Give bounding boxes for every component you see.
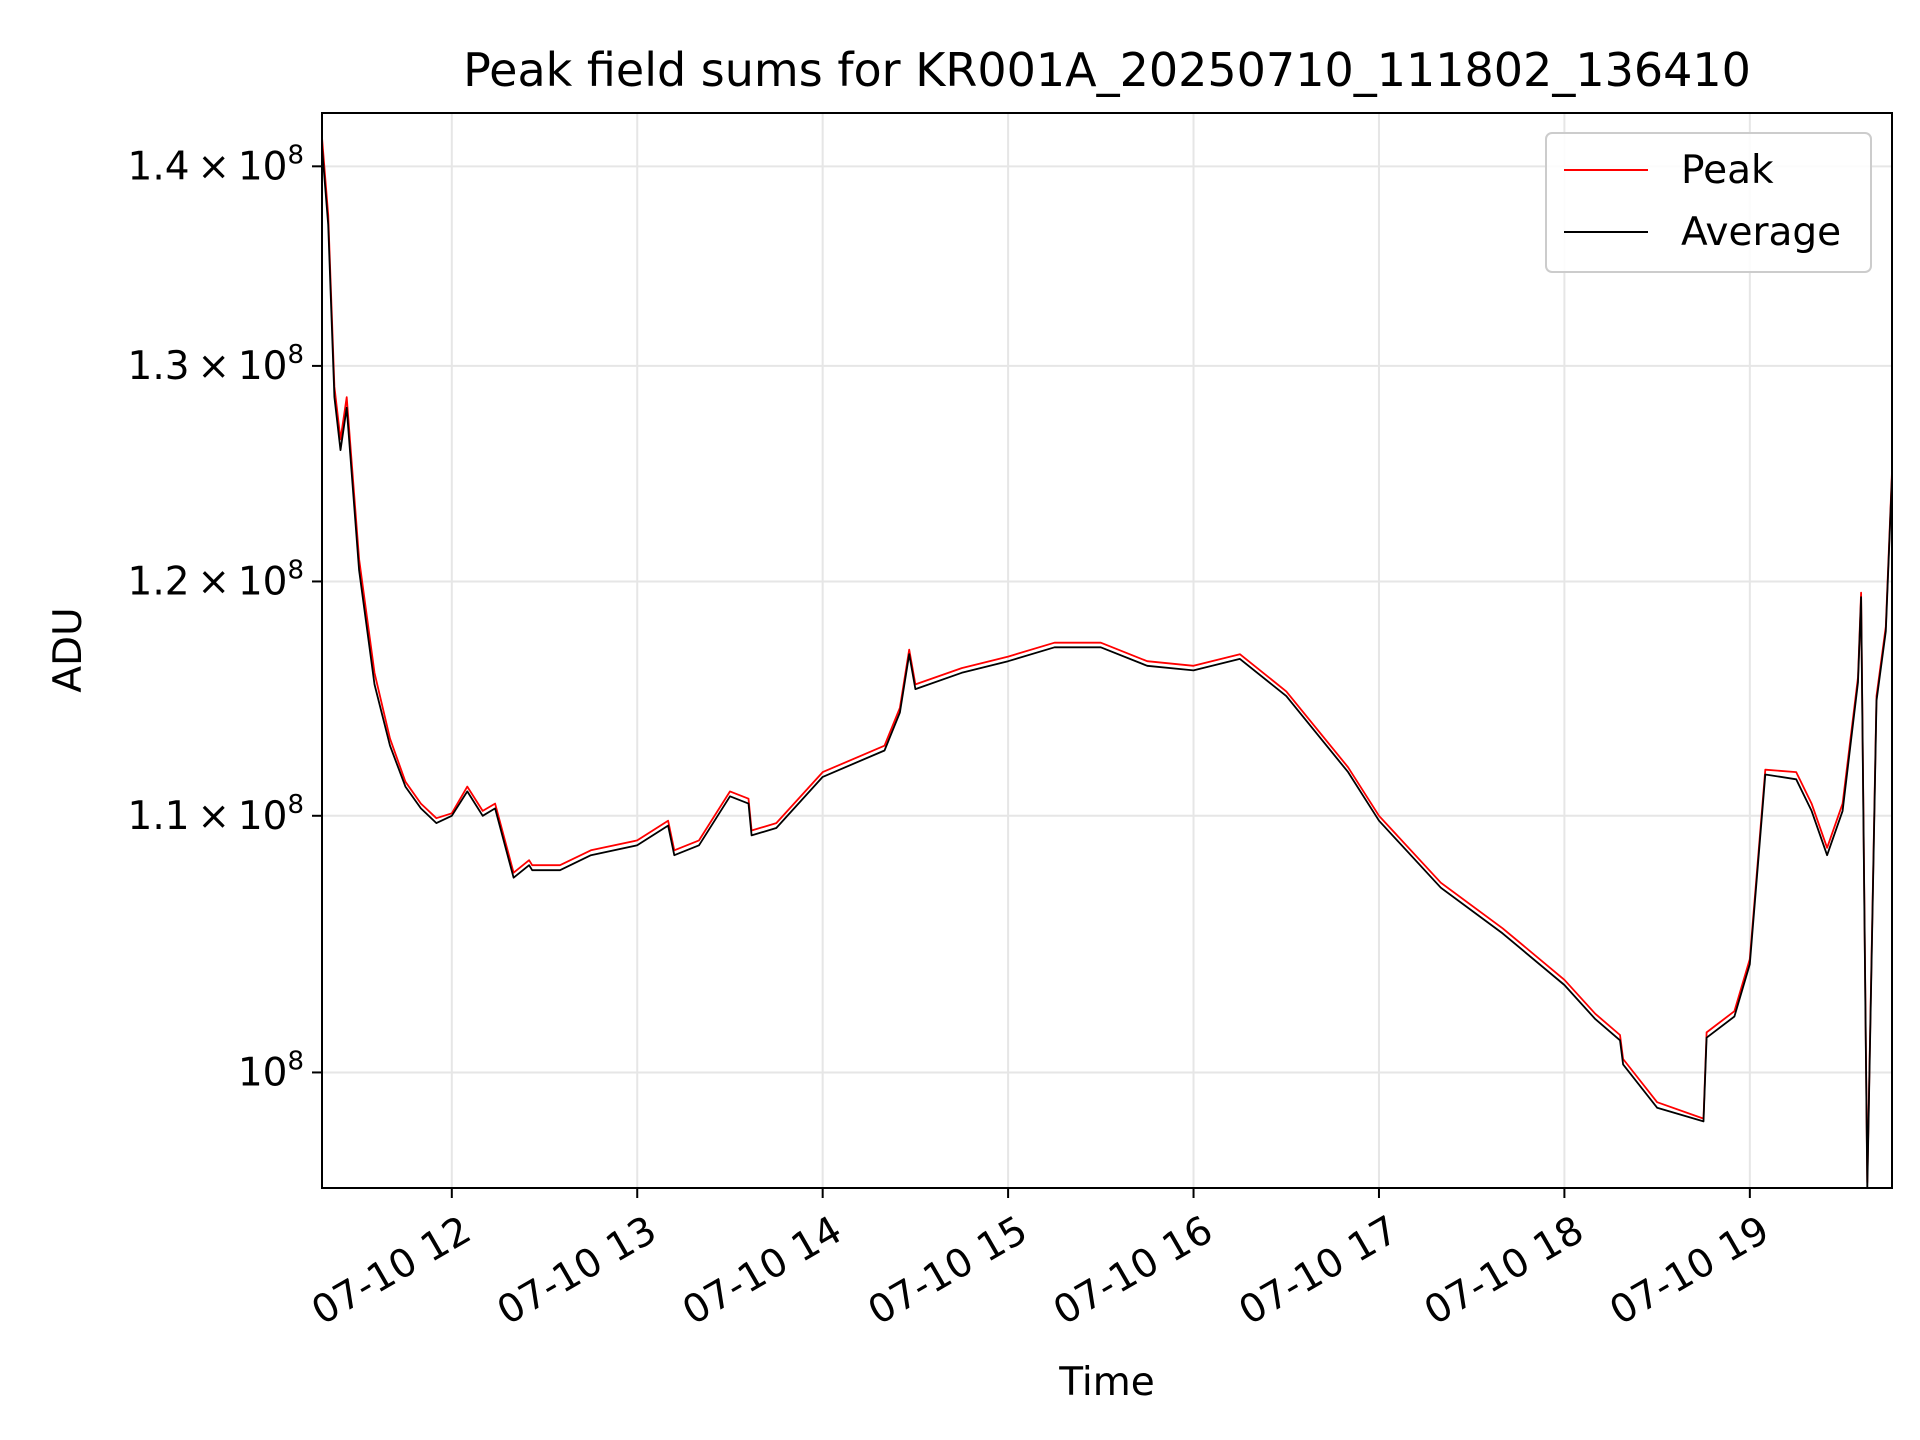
legend-box [1545, 132, 1872, 273]
grid [322, 113, 1892, 1188]
series-layer [322, 137, 1892, 1188]
y-tick-label: 108 [238, 1046, 304, 1095]
x-axis-label: Time [1058, 1360, 1154, 1405]
y-tick-label: 1.3 × 108 [128, 340, 304, 389]
y-tick-label: 1.4 × 108 [128, 140, 304, 189]
series-line-average [322, 147, 1892, 1188]
y-axis-label: ADU [46, 607, 91, 692]
legend: Peak Average [1545, 132, 1872, 273]
y-tick-label: 1.1 × 108 [128, 790, 304, 839]
legend-label-peak: Peak [1681, 148, 1774, 193]
plot-frame [321, 112, 1893, 1189]
y-axis: 108 1.1 × 108 1.2 × 108 1.3 × 108 1.4 × 108 [128, 140, 322, 1095]
chart-title: Peak field sums for KR001A_20250710_1118… [463, 43, 1751, 97]
y-tick-label: 1.2 × 108 [128, 555, 304, 604]
legend-label-average: Average [1681, 210, 1841, 255]
